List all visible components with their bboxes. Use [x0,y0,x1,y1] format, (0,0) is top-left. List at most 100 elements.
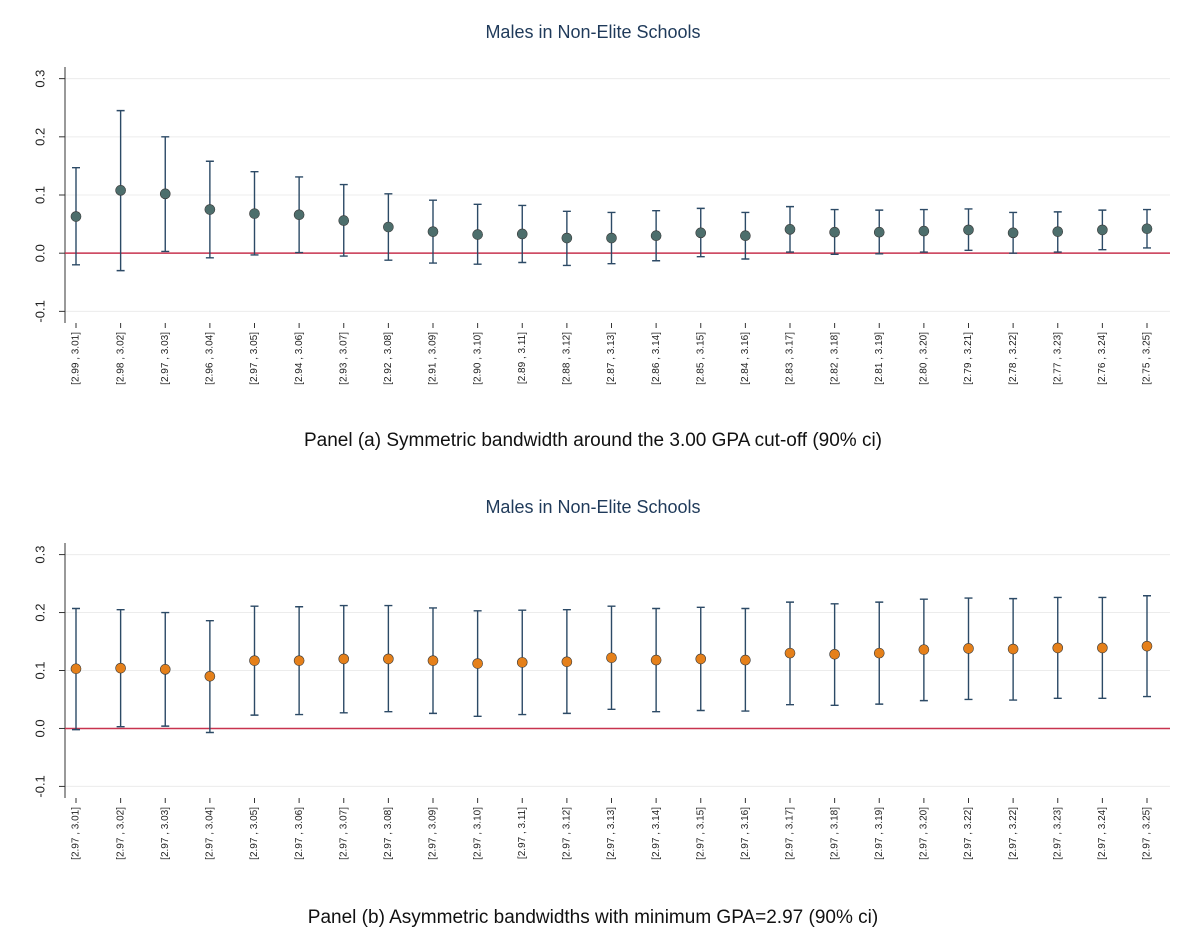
y-tick-label: 0.0 [32,244,47,262]
x-tick-label: [2.97 , 3.25] [1142,807,1153,860]
x-tick-label: [2.98 , 3.02] [115,332,126,385]
panel: Males in Non-Elite Schools Panel (b) Asym… [32,497,1170,928]
point [695,227,707,239]
x-tick-label: [2.97 , 3.15] [695,807,706,860]
x-tick-label: [2.97 , 3.20] [919,807,930,860]
point [740,230,751,242]
x-tick-label: [2.86 , 3.14] [651,332,662,385]
x-tick-label: [2.90 , 3.10] [472,332,483,385]
x-tick-label: [2.97 , 3.03] [160,807,171,860]
x-tick-label: [2.97 , 3.03] [160,332,171,385]
point [472,229,483,240]
caption: Panel (a) Symmetric bandwidth around the… [304,430,882,451]
point [516,657,528,668]
x-tick-label: [2.93 , 3.07] [338,332,349,385]
x-tick-label: [2.97 , 3.23] [1052,807,1063,860]
x-tick-label: [2.82 , 3.18] [829,332,840,385]
point [963,643,974,654]
y-tick-label: -0.1 [32,300,47,322]
point [293,209,305,221]
x-tick-label: [2.97 , 3.09] [428,807,439,860]
y-tick-label: 0.3 [32,70,47,88]
point [115,185,126,196]
x-tick-label: [2.97 , 3.02] [115,807,126,860]
x-tick-label: [2.97 , 3.24] [1097,807,1108,860]
point [1141,223,1153,235]
point [1097,642,1108,654]
x-tick-label: [2.97 , 3.05] [249,332,260,385]
point [70,663,82,675]
point [1007,643,1019,655]
x-tick-label: [2.83 , 3.17] [785,332,796,385]
x-tick-label: [2.97 , 3.12] [562,807,573,860]
y-tick-label: 0.2 [32,128,47,146]
x-tick-label: [2.85 , 3.15] [695,332,706,385]
point [650,654,662,666]
x-tick-label: [2.97 , 3.22] [963,807,974,860]
x-tick-label: [2.97 , 3.08] [383,807,394,860]
x-tick-label: [2.80 , 3.20] [919,332,930,385]
point [427,226,439,237]
y-tick-label: 0.0 [32,719,47,737]
y-tick-label: 0.1 [32,186,47,204]
point [606,232,617,244]
panel: Males in Non-Elite Schools Panel (a) Symm… [32,22,1170,451]
point [1007,227,1019,239]
x-tick-label: [2.91 , 3.09] [428,332,439,385]
point [695,653,707,665]
x-tick-label: [2.97 , 3.07] [338,807,349,860]
y-tick-label: 0.1 [32,661,47,679]
point [606,652,617,664]
x-tick-label: [2.97 , 3.14] [651,807,662,860]
point [70,211,82,222]
point [338,653,350,665]
point [1052,642,1064,654]
point [829,648,840,660]
point [784,224,796,235]
point [159,188,171,200]
x-tick-label: [2.76 , 3.24] [1097,332,1108,385]
x-tick-label: [2.81 , 3.19] [874,332,885,385]
x-tick-label: [2.97 , 3.18] [829,807,840,860]
y-tick-label: 0.3 [32,546,47,564]
point [472,658,483,669]
x-tick-label: [2.77 , 3.23] [1052,332,1063,385]
point [829,226,840,238]
x-tick-label: [2.97 , 3.16] [740,807,751,860]
x-tick-label: [2.97 , 3.11] [517,807,528,859]
point [650,230,662,242]
x-tick-label: [2.97 , 3.01] [71,807,82,860]
x-tick-label: [2.99 , 3.01] [71,332,82,385]
y-tick-label: -0.1 [32,775,47,797]
caption: Panel (b) Asymmetric bandwidths with min… [308,907,878,928]
x-tick-label: [2.96 , 3.04] [205,332,216,385]
point [115,662,126,674]
x-tick-label: [2.88 , 3.12] [562,332,573,385]
point [740,654,751,666]
x-tick-label: [2.97 , 3.04] [205,807,216,860]
x-tick-label: [2.75 , 3.25] [1142,332,1153,385]
x-tick-label: [2.89 , 3.11] [517,332,528,384]
x-tick-label: [2.97 , 3.13] [606,807,617,860]
point [963,224,974,236]
point [1097,224,1108,236]
chart-title: Males in Non-Elite Schools [485,22,700,42]
point [784,647,796,659]
point [293,655,305,666]
y-tick-label: 0.2 [32,604,47,622]
x-tick-label: [2.92 , 3.08] [383,332,394,385]
chart-title: Males in Non-Elite Schools [485,497,700,517]
x-tick-label: [2.97 , 3.10] [472,807,483,860]
point [873,647,885,659]
point [204,670,216,682]
point [204,204,216,215]
point [561,656,573,668]
point [159,664,171,675]
x-tick-label: [2.84 , 3.16] [740,332,751,385]
x-tick-label: [2.97 , 3.22] [1008,807,1019,860]
point [427,655,439,666]
point [383,221,394,233]
x-tick-label: [2.97 , 3.19] [874,807,885,860]
point [249,208,260,219]
